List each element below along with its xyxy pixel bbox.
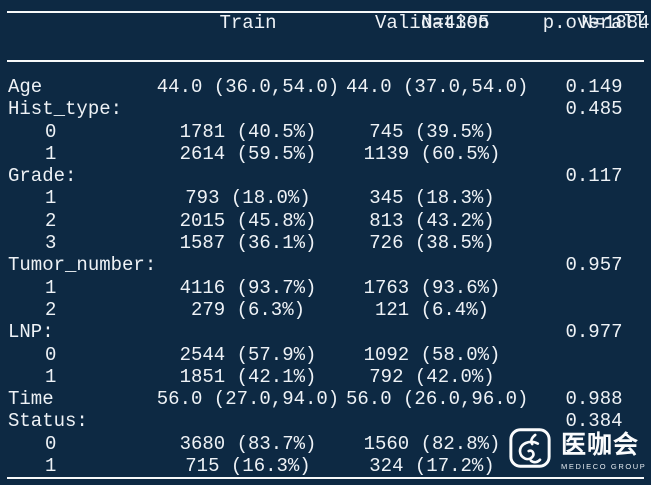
row-label: 0 — [45, 432, 57, 455]
train-value: 793 (18.0%) — [185, 187, 311, 210]
header-rule — [7, 60, 644, 62]
table-row: 0 1781 (40.5%) 745 (39.5%) — [0, 121, 651, 143]
table-row: 0 2544 (57.9%) 1092 (58.0%) — [0, 344, 651, 366]
train-value: 4116 (93.7%) — [179, 276, 317, 299]
table-row: Time 56.0 (27.0,94.0) 56.0 (26.0,96.0) 0… — [0, 388, 651, 410]
mediecogroup-logo: 医咖会 MEDIECO GROUP — [509, 428, 646, 471]
train-value: 3680 (83.7%) — [179, 432, 317, 455]
validation-value: 44.0 (37.0,54.0) — [346, 76, 529, 98]
train-column-header: Train N=4395 — [150, 12, 489, 36]
table-row: Hist_type: 0.485 — [0, 98, 651, 120]
table-row: 2 279 (6.3%) 121 (6.4%) — [0, 299, 651, 321]
row-label: Age — [8, 76, 43, 98]
brand-name-cn: 医咖会 — [561, 430, 640, 459]
table-row: Status: 0.384 — [0, 410, 651, 432]
brand-text: 医咖会 MEDIECO GROUP — [561, 428, 646, 471]
train-column-n: N=4395 — [421, 12, 490, 34]
validation-value: 121 (6.4%) — [374, 298, 490, 321]
train-value: 1851 (42.1%) — [179, 365, 317, 388]
row-label: 1 — [45, 187, 57, 210]
train-value: 715 (16.3%) — [185, 455, 311, 478]
mediecogroup-logo-icon — [509, 428, 551, 468]
table-row: 1 1851 (42.1%) 792 (42.0%) — [0, 366, 651, 388]
train-value: 1587 (36.1%) — [179, 232, 317, 255]
p-value: 0.384 — [565, 410, 623, 433]
row-label: 2 — [45, 209, 57, 232]
validation-value: 56.0 (26.0,96.0) — [346, 388, 529, 411]
row-label: 0 — [45, 343, 57, 366]
table-row: 2 2015 (45.8%) 813 (43.2%) — [0, 210, 651, 232]
table-row: 3 1587 (36.1%) 726 (38.5%) — [0, 232, 651, 254]
validation-value: 813 (43.2%) — [369, 209, 495, 232]
row-label: Hist_type: — [8, 98, 123, 121]
table-row: 0 3680 (83.7%) 1560 (82.8%) — [0, 433, 651, 455]
table-body: Age 44.0 (36.0,54.0) 44.0 (37.0,54.0) 0.… — [0, 76, 651, 477]
validation-value: 324 (17.2%) — [369, 455, 495, 478]
row-label: Time — [8, 388, 54, 411]
bottom-rule — [7, 477, 644, 479]
train-value: 44.0 (36.0,54.0) — [156, 76, 340, 98]
train-column-title: Train — [219, 12, 277, 34]
validation-value: 1139 (60.5%) — [363, 142, 501, 165]
table-row: Grade: 0.117 — [0, 165, 651, 187]
table-row: Age 44.0 (36.0,54.0) 44.0 (37.0,54.0) 0.… — [0, 76, 651, 98]
train-value: 2015 (45.8%) — [179, 209, 317, 232]
row-label: LNP: — [8, 321, 54, 344]
table-row: LNP: 0.977 — [0, 321, 651, 343]
validation-column-header: Validation N=1884 — [346, 12, 650, 36]
table-row: 1 793 (18.0%) 345 (18.3%) — [0, 187, 651, 209]
row-label: 2 — [45, 298, 57, 321]
row-label: 0 — [45, 120, 57, 143]
brand-name-en: MEDIECO GROUP — [561, 462, 647, 471]
train-value: 56.0 (27.0,94.0) — [156, 388, 340, 411]
p-overall-column-header: p.overall — [542, 12, 646, 34]
validation-value: 792 (42.0%) — [369, 365, 495, 388]
table-row: Tumor_number: 0.957 — [0, 254, 651, 276]
validation-value: 726 (38.5%) — [369, 232, 495, 255]
train-value: 2544 (57.9%) — [179, 343, 317, 366]
train-value: 1781 (40.5%) — [179, 120, 317, 143]
p-value: 0.957 — [565, 254, 623, 277]
p-value: 0.988 — [565, 388, 623, 411]
p-value: 0.485 — [565, 98, 623, 121]
p-value: 0.149 — [565, 76, 623, 98]
validation-value: 1560 (82.8%) — [363, 432, 501, 455]
row-label: Status: — [8, 410, 88, 433]
validation-value: 345 (18.3%) — [369, 187, 495, 210]
table-row: 1 2614 (59.5%) 1139 (60.5%) — [0, 143, 651, 165]
row-label: Tumor_number: — [8, 254, 157, 277]
row-label: 1 — [45, 142, 57, 165]
p-value: 0.977 — [565, 321, 623, 344]
validation-value: 1763 (93.6%) — [363, 276, 501, 299]
top-rule — [7, 11, 644, 13]
row-label: 1 — [45, 365, 57, 388]
row-label: 3 — [45, 232, 57, 255]
validation-column-title: Validation — [374, 12, 490, 34]
validation-value: 1092 (58.0%) — [363, 343, 501, 366]
table-row: 1 4116 (93.7%) 1763 (93.6%) — [0, 277, 651, 299]
table-header: Train N=4395 Validation N=1884 p.overall — [0, 12, 651, 36]
table-row: 1 715 (16.3%) 324 (17.2%) — [0, 455, 651, 477]
row-label: 1 — [45, 276, 57, 299]
row-label: Grade: — [8, 165, 77, 188]
p-value: 0.117 — [565, 165, 623, 188]
validation-value: 745 (39.5%) — [369, 120, 495, 143]
validation-column-n: N=1884 — [581, 12, 650, 34]
row-label: 1 — [45, 455, 57, 478]
train-value: 279 (6.3%) — [190, 298, 306, 321]
train-value: 2614 (59.5%) — [179, 142, 317, 165]
